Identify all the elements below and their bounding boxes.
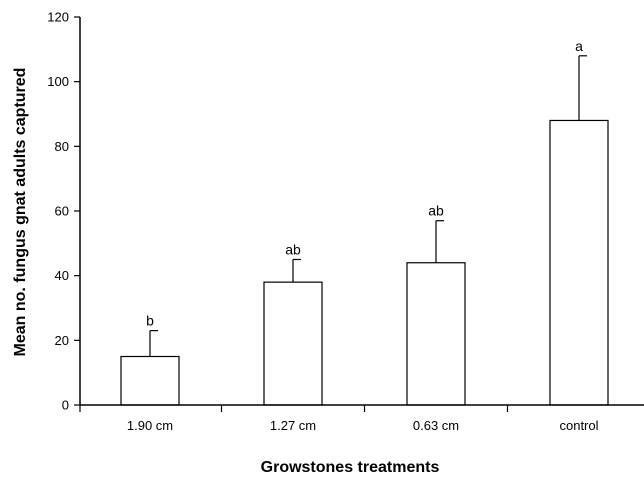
bar-1 [120, 355, 180, 406]
x-tick-label: control [559, 418, 598, 433]
x-tick-label: 1.90 cm [127, 418, 173, 433]
y-axis-title: Mean no. fungus gnat adults captured [12, 68, 29, 357]
x-tick-label: 0.63 cm [413, 418, 459, 433]
bar-2 [263, 281, 323, 406]
x-ticks-layer: 1.90 cm 1.27 cm 0.63 cm control [79, 405, 599, 433]
y-tick-label: 0 [62, 398, 69, 413]
bar-3 [406, 262, 466, 406]
significance-label-1: b [146, 313, 154, 329]
error-bars-layer [149, 55, 587, 357]
significance-label-2: ab [285, 242, 301, 258]
y-tick-label: 80 [55, 139, 69, 154]
x-tick-label: 1.27 cm [270, 418, 316, 433]
significance-label-3: ab [428, 203, 444, 219]
significance-label-4: a [575, 38, 583, 54]
y-tick-label: 20 [55, 333, 69, 348]
bars-layer [120, 119, 609, 406]
y-tick-label: 60 [55, 204, 69, 219]
significance-labels-layer: b ab ab a [146, 38, 583, 329]
y-tick-label: 120 [47, 10, 69, 25]
x-axis-title: Growstones treatments [261, 459, 440, 476]
y-ticks-layer: 0 20 40 60 80 100 120 [47, 10, 80, 413]
y-tick-label: 100 [47, 74, 69, 89]
y-tick-label: 40 [55, 268, 69, 283]
bar-4 [549, 119, 609, 406]
